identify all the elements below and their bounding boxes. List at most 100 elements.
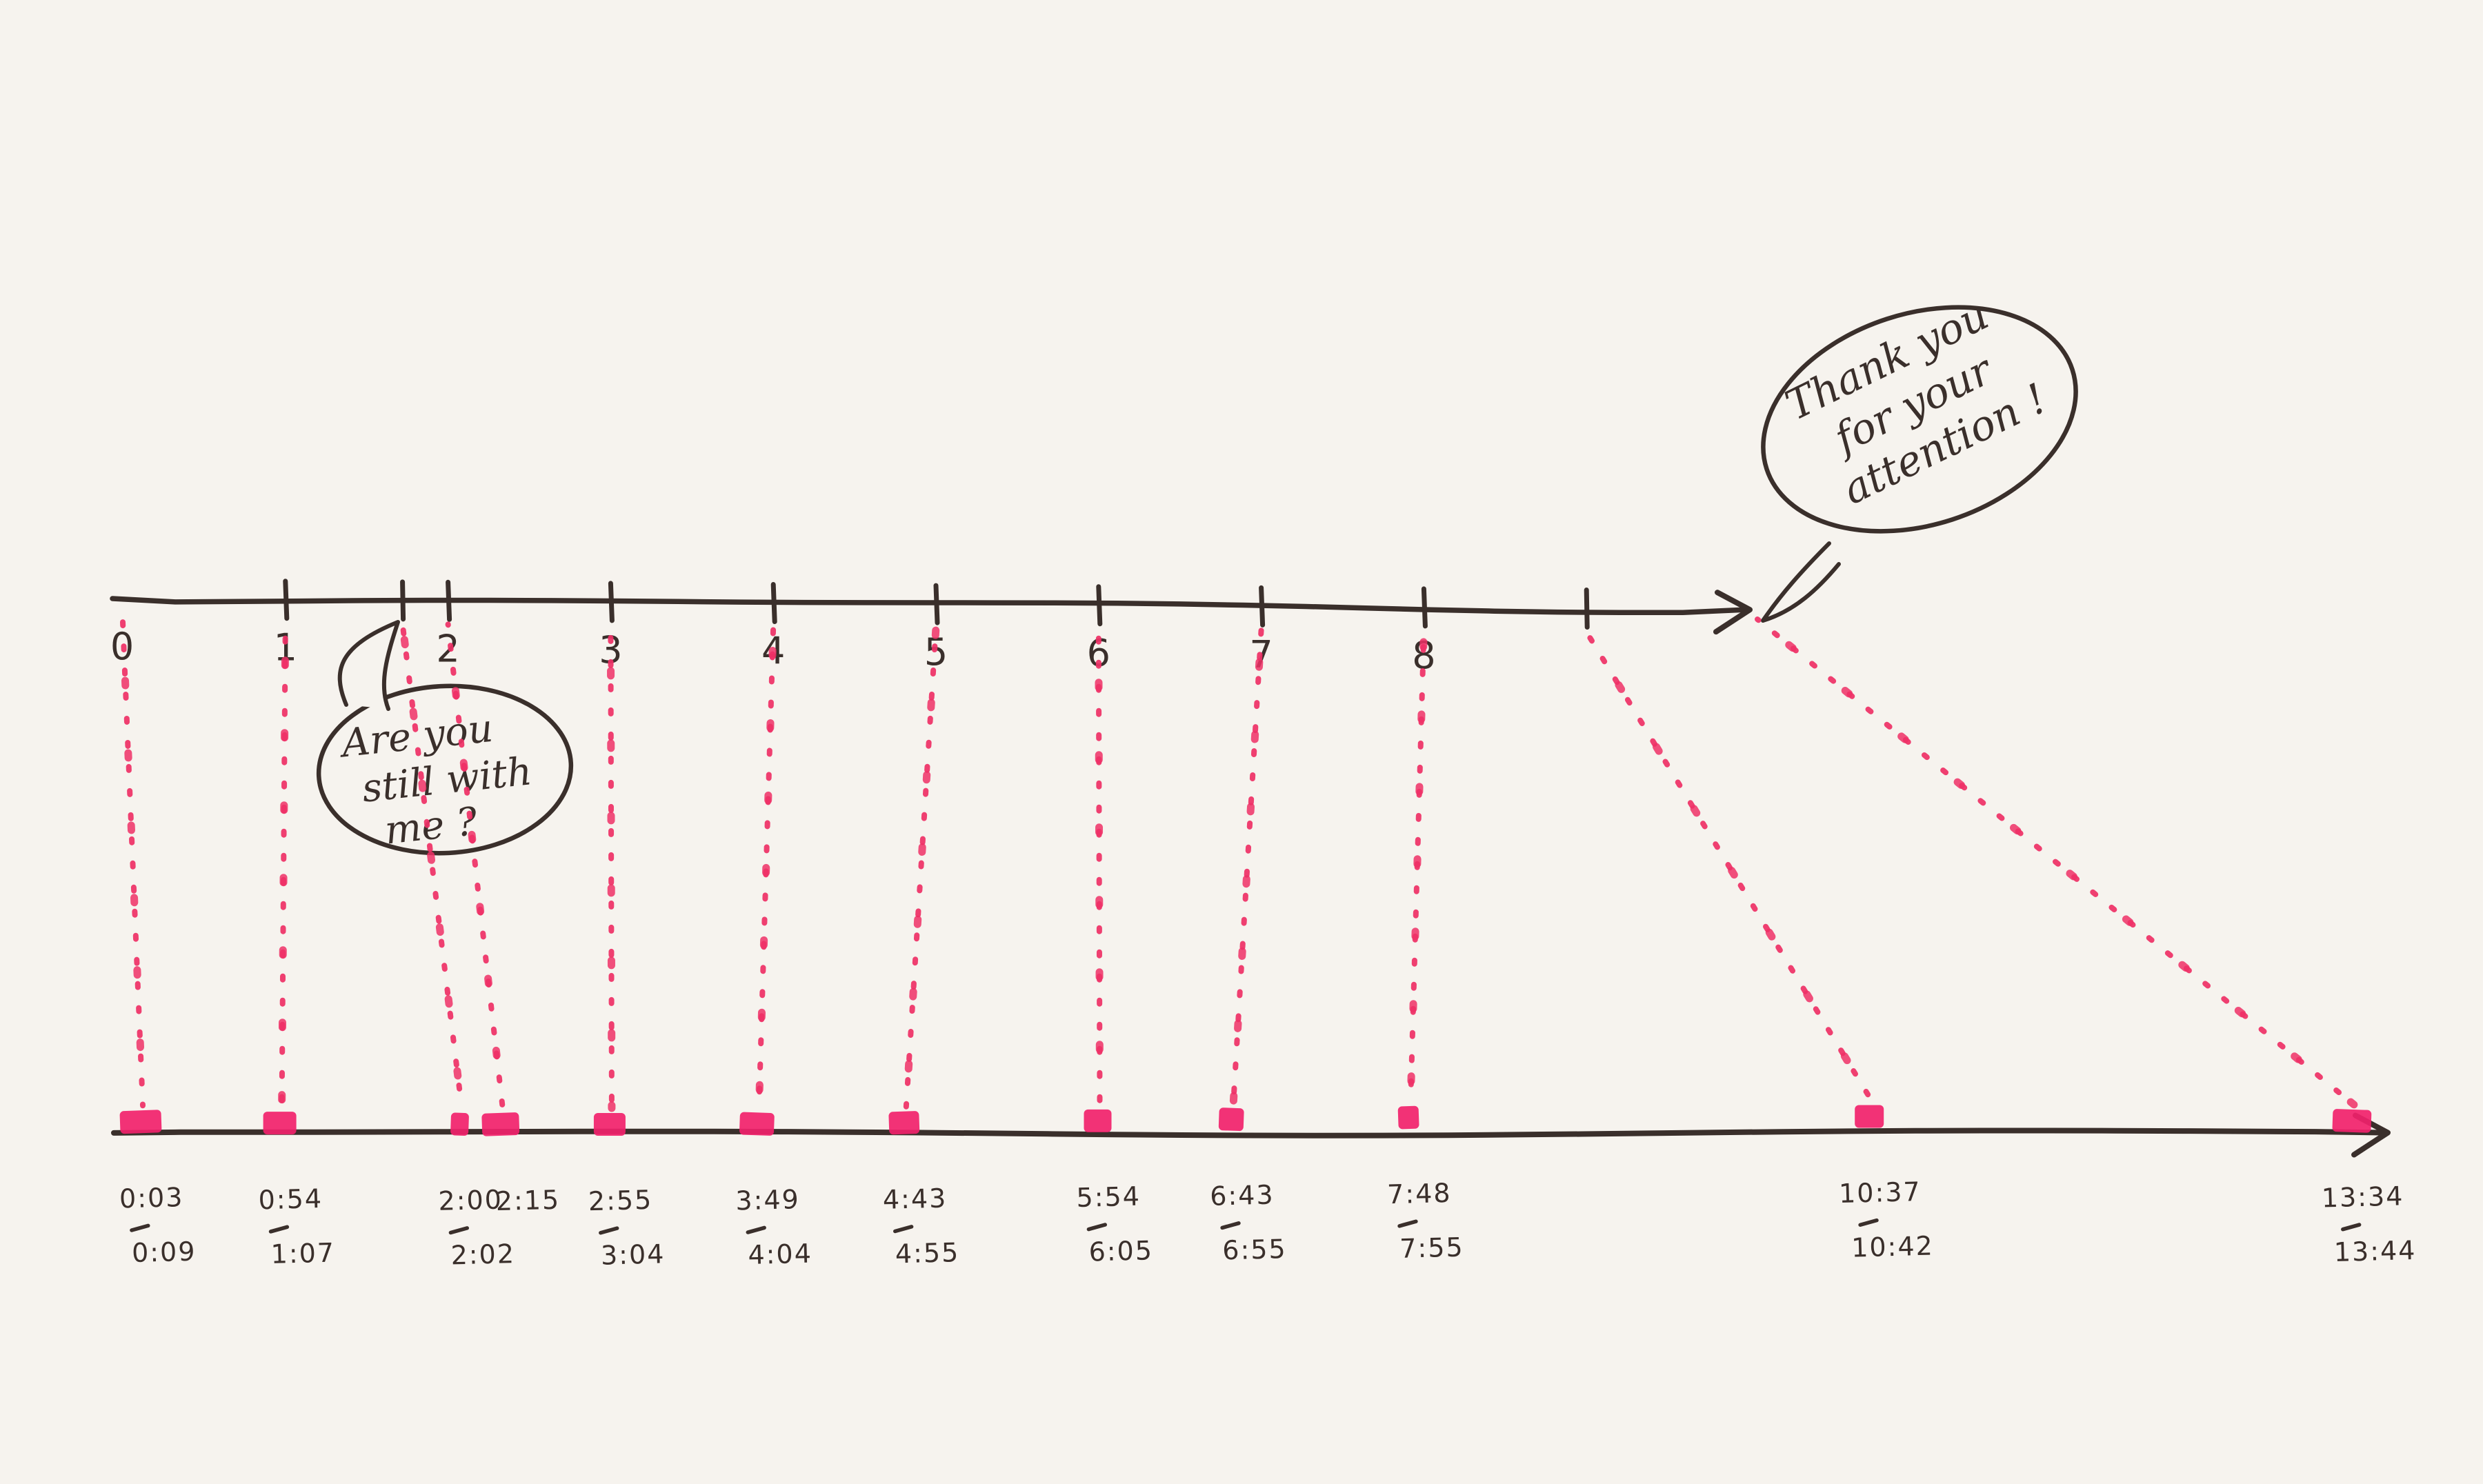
time-interval-label: 7:48 7:55 — [1387, 1178, 1465, 1264]
time-start-label: 2:55 — [588, 1185, 652, 1216]
connector-dotted-line-accent — [1229, 625, 1266, 1107]
interval-dash — [746, 1225, 766, 1234]
time-interval-label: 0:03 0:09 — [119, 1182, 197, 1268]
time-start-label: 2:15 — [495, 1185, 560, 1216]
time-end-label: 7:55 — [1399, 1232, 1464, 1263]
interval-dash — [1858, 1218, 1879, 1227]
time-interval-label: 4:43 4:55 — [882, 1183, 960, 1270]
connector-dotted-line — [1230, 627, 1264, 1106]
time-interval-label: 13:34 13:44 — [2321, 1181, 2417, 1267]
connector — [739, 623, 777, 1136]
marker-layer — [119, 615, 2372, 1136]
connector-dotted-line — [120, 619, 146, 1109]
speech-bubble-tail-mask — [1763, 543, 1839, 621]
connector — [119, 618, 162, 1134]
interval-dash — [1086, 1223, 1108, 1232]
connector — [1397, 627, 1428, 1130]
time-start-label: 4:43 — [882, 1183, 947, 1215]
connector-dotted-line — [1584, 629, 1875, 1103]
time-interval-label: 2:00 2:02 — [438, 1184, 516, 1270]
connector — [263, 619, 297, 1135]
connector-dotted-line — [756, 623, 777, 1111]
interval-dash — [1397, 1219, 1418, 1228]
time-interval-label: 6:43 6:55 — [1210, 1179, 1288, 1265]
time-start-label: 3:49 — [735, 1184, 800, 1216]
connector-dotted-line-accent — [755, 623, 777, 1112]
time-end-label: 13:44 — [2333, 1235, 2417, 1267]
time-end-label: 1:07 — [270, 1238, 335, 1270]
time-start-label: 10:37 — [1839, 1176, 1922, 1209]
connector-dotted-line-accent — [902, 623, 940, 1111]
time-end-label: 2:02 — [450, 1239, 515, 1270]
connector-dotted-line-accent — [1406, 627, 1428, 1105]
marker-blob — [1397, 1105, 1419, 1130]
connector — [399, 620, 469, 1136]
marker-blob — [481, 1112, 520, 1136]
speech-bubble-outline — [1761, 305, 2078, 534]
marker-blob — [450, 1112, 469, 1136]
time-interval-label: 5:54 6:05 — [1076, 1181, 1154, 1267]
interval-dash — [893, 1225, 914, 1234]
marker-blob — [739, 1112, 775, 1136]
time-end-label: 6:05 — [1088, 1235, 1153, 1267]
marker-blob — [2332, 1109, 2372, 1133]
time-start-label: 2:00 — [438, 1184, 503, 1216]
tick-mark — [283, 579, 290, 621]
marker-blob — [1084, 1109, 1112, 1132]
time-start-label: 13:34 — [2321, 1181, 2404, 1213]
interval-dash — [448, 1226, 470, 1235]
connector-dotted-line — [399, 621, 465, 1111]
tick-mark — [608, 581, 615, 623]
connector — [1218, 625, 1266, 1132]
time-end-label: 6:55 — [1222, 1234, 1287, 1265]
connector-dotted-line — [1755, 616, 2357, 1107]
time-interval-label: 3:49 4:04 — [735, 1184, 813, 1270]
marker-blob — [593, 1112, 626, 1136]
top-axis-line — [110, 596, 1748, 616]
time-end-label: 4:55 — [895, 1237, 959, 1269]
time-start-label: 6:43 — [1210, 1179, 1275, 1211]
tick-mark — [770, 582, 777, 625]
marker-blob — [263, 1112, 297, 1135]
tick-mark — [446, 579, 452, 622]
connector — [1084, 625, 1112, 1132]
tick-mark — [1421, 586, 1428, 629]
time-labels: 0:03 0:09 0:54 1:07 2:00 2:02 2:15 2:55 3:04 3:49… — [119, 1176, 2417, 1271]
interval-dash — [268, 1225, 290, 1234]
connector — [888, 623, 940, 1135]
time-start-label: 5:54 — [1076, 1181, 1141, 1213]
interval-dash — [599, 1226, 619, 1235]
unlabeled-tick-mark — [1584, 588, 1590, 630]
time-end-label: 0:09 — [132, 1236, 197, 1268]
top-axis-arrow-icon — [1713, 590, 1753, 635]
connector-dotted-line — [1095, 625, 1103, 1107]
time-end-label: 10:42 — [1851, 1230, 1935, 1263]
interval-dash — [130, 1223, 150, 1232]
marker-blob — [1855, 1105, 1884, 1128]
time-start-label: 7:48 — [1387, 1178, 1452, 1210]
connector — [1753, 615, 2372, 1133]
time-end-label: 4:04 — [748, 1239, 812, 1270]
connector-dotted-line — [903, 625, 939, 1110]
time-interval-label: 2:15 — [495, 1185, 560, 1216]
tick-mark — [933, 583, 940, 625]
connector — [444, 620, 520, 1136]
time-interval-label: 10:37 10:42 — [1839, 1176, 1935, 1263]
time-interval-label: 2:55 3:04 — [588, 1185, 666, 1271]
speech-bubble-tail — [337, 620, 400, 711]
speech-bubble-outline — [316, 683, 574, 856]
marker-blob — [888, 1111, 920, 1135]
time-end-label: 3:04 — [600, 1239, 665, 1270]
interval-dash — [1220, 1221, 1241, 1230]
connector-dotted-line-accent — [278, 619, 290, 1111]
connector-dotted-line — [608, 622, 615, 1111]
tick-mark — [1096, 584, 1103, 627]
connector — [1582, 628, 1884, 1128]
marker-blob — [119, 1110, 162, 1134]
